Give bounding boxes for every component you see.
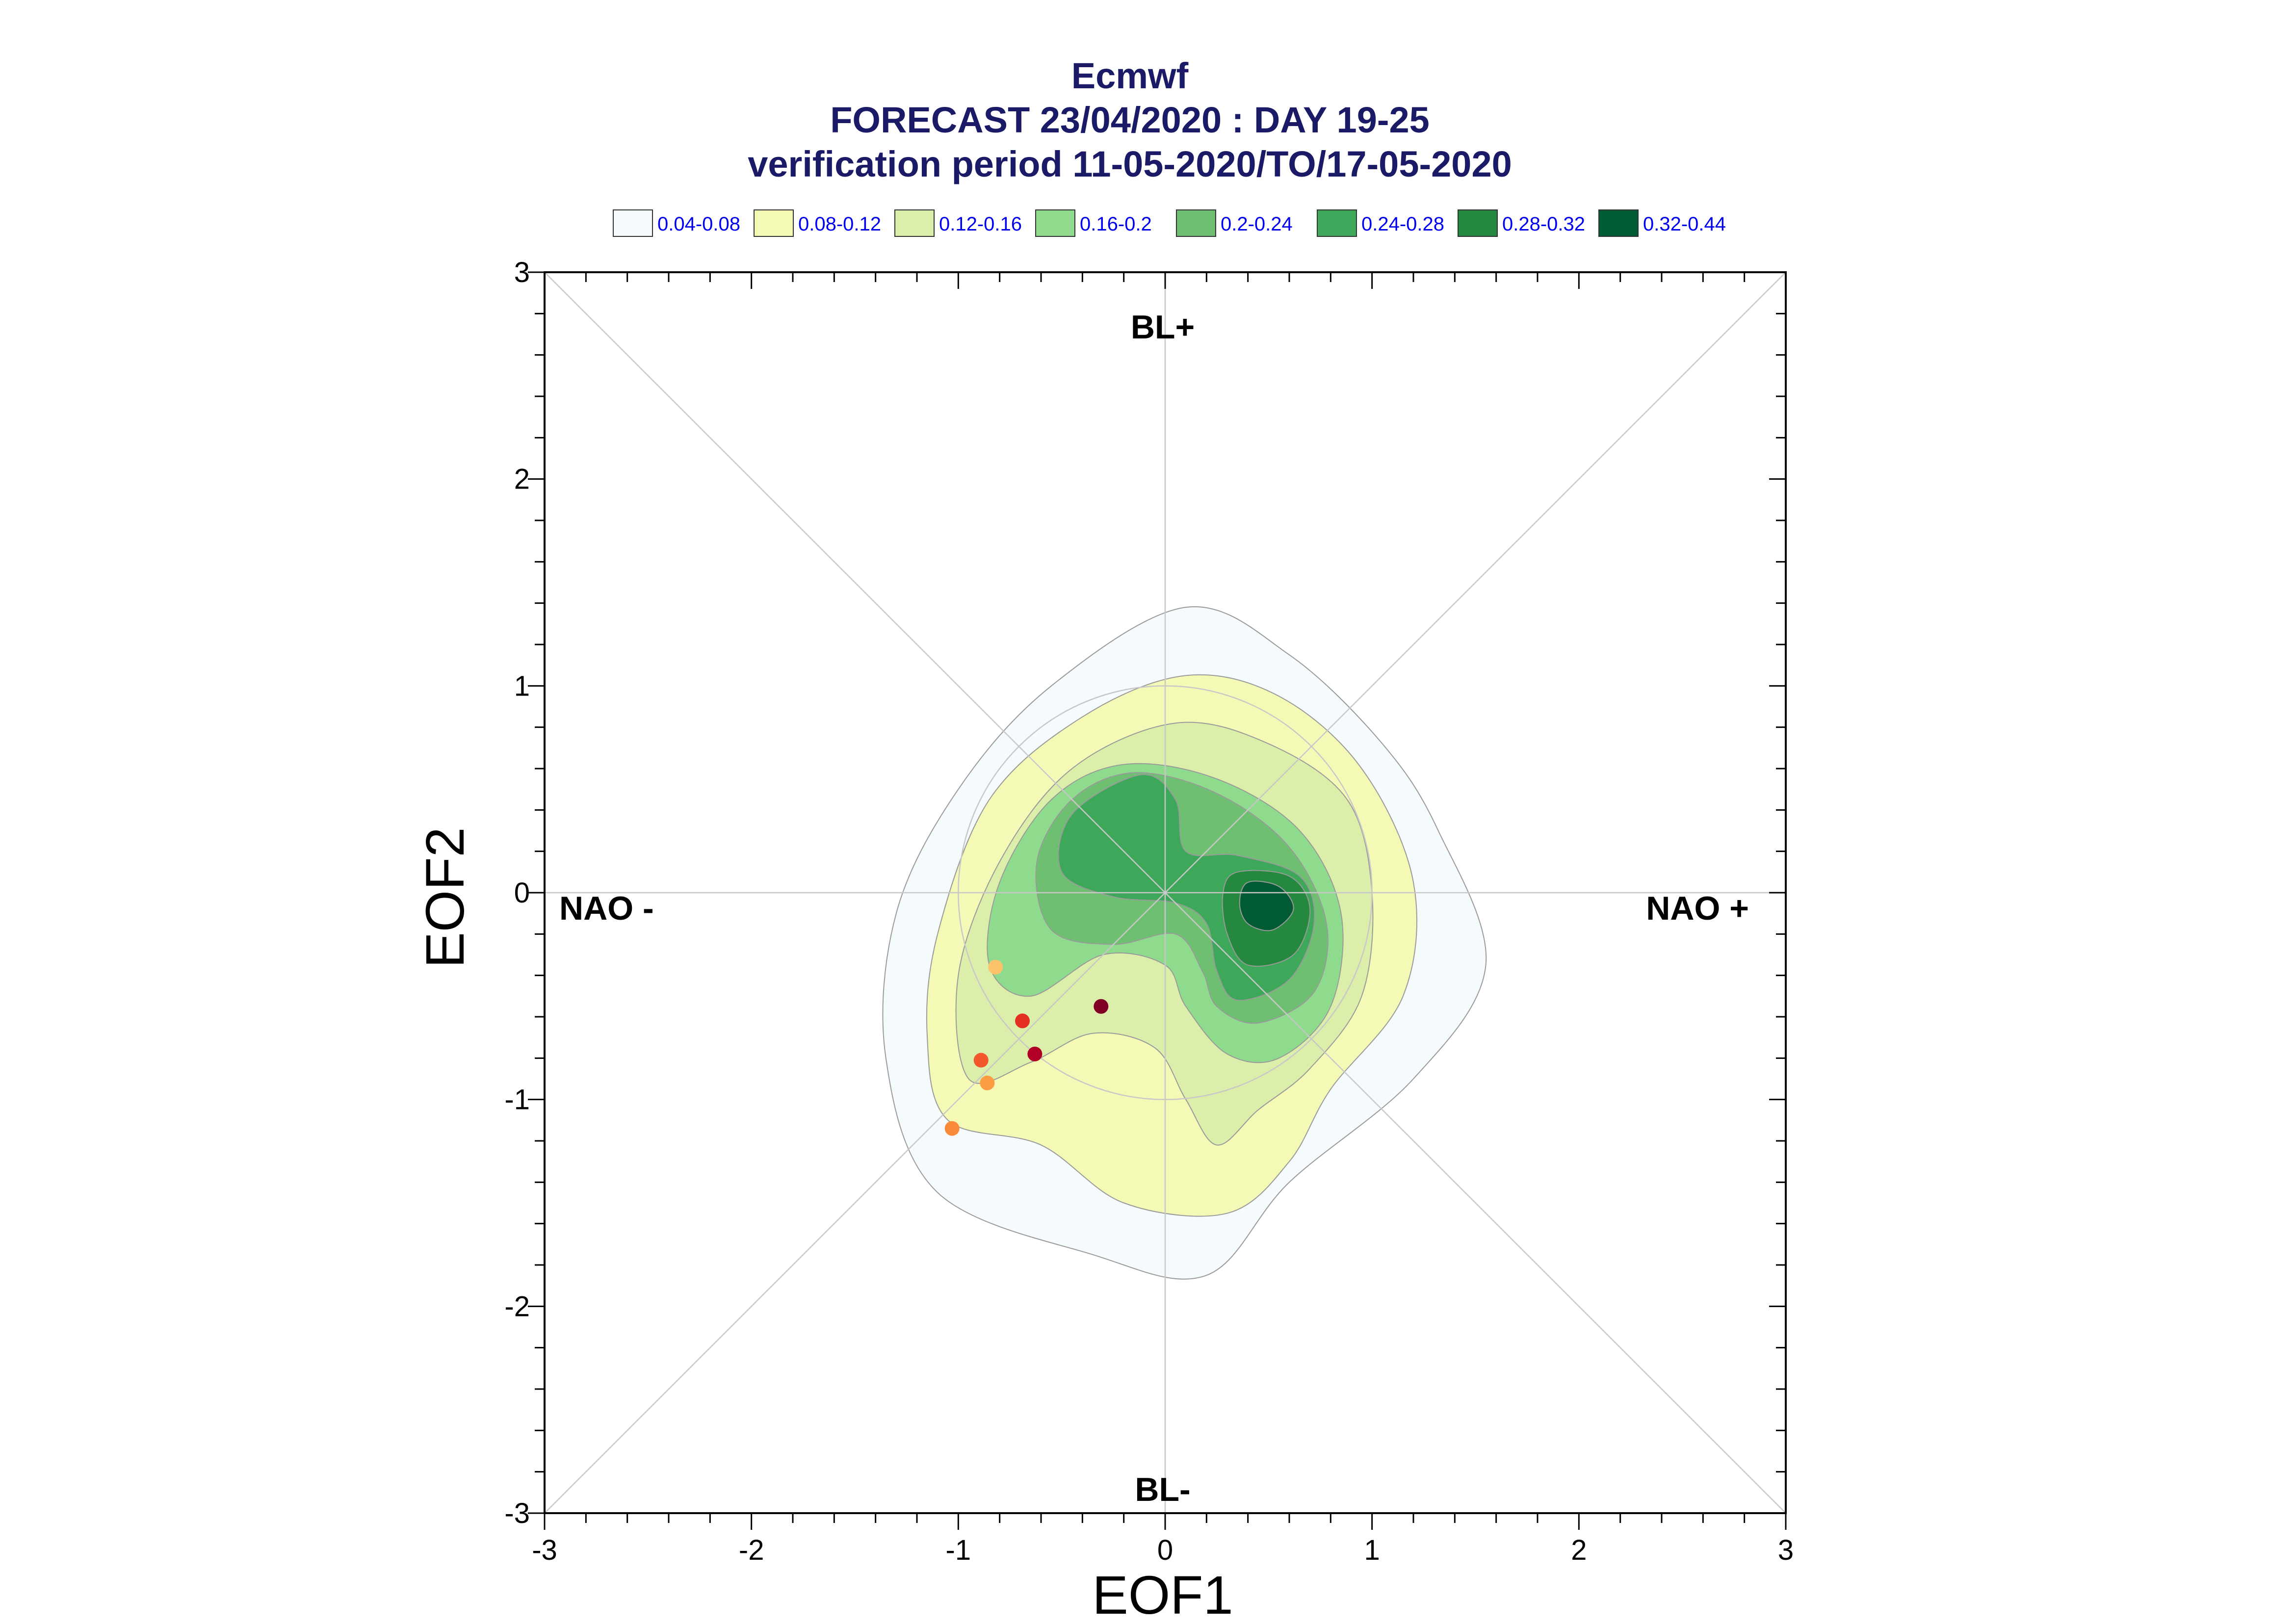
axis-ticks: [528, 271, 1787, 1530]
legend-swatch: [1176, 209, 1216, 237]
y-tick-labels: -3 -2 -1 0 1 2 3: [504, 257, 530, 1529]
forecast-point: [980, 1075, 995, 1090]
regime-label-left: NAO -: [559, 890, 654, 927]
forecast-point: [1094, 999, 1109, 1014]
legend-swatch: [1317, 209, 1357, 237]
y-axis-title: EOF2: [415, 827, 475, 968]
reference-circle: [958, 685, 1373, 1100]
forecast-point: [1027, 1046, 1043, 1061]
x-tick-label: 2: [1571, 1534, 1587, 1566]
legend-label: 0.28-0.32: [1502, 213, 1585, 235]
legend-swatch: [613, 209, 653, 237]
x-tick-label: -3: [532, 1534, 557, 1566]
legend-swatch: [894, 209, 935, 237]
x-tick-label: 3: [1778, 1534, 1794, 1566]
density-contours: [882, 606, 1487, 1280]
forecast-point: [944, 1121, 960, 1136]
y-tick-label: -3: [504, 1497, 530, 1529]
chart-title-block: Ecmwf FORECAST 23/04/2020 : DAY 19-25 ve…: [748, 55, 1512, 184]
regime-label-right: NAO +: [1646, 890, 1749, 927]
y-tick-label: 3: [514, 257, 530, 288]
legend-swatch: [754, 209, 794, 237]
y-tick-label: 2: [514, 464, 530, 495]
regime-label-bottom: BL-: [1135, 1471, 1190, 1508]
y-tick-label: -2: [504, 1290, 530, 1322]
regime-label-top: BL+: [1131, 309, 1195, 346]
density-contour: [1239, 880, 1294, 931]
x-tick-labels: -3 -2 -1 0 1 2 3: [532, 1534, 1794, 1566]
forecast-point: [988, 959, 1003, 975]
legend-label: 0.2-0.24: [1221, 213, 1293, 235]
legend-label: 0.12-0.16: [939, 213, 1022, 235]
legend-swatch: [1598, 209, 1639, 237]
legend-swatch: [1458, 209, 1498, 237]
forecast-point: [1015, 1013, 1030, 1029]
chart-title: Ecmwf: [1071, 55, 1189, 96]
legend-label: 0.08-0.12: [798, 213, 881, 235]
legend-label: 0.32-0.44: [1643, 213, 1726, 235]
chart-subtitle-verification: verification period 11-05-2020/TO/17-05-…: [748, 144, 1512, 184]
y-tick-label: 1: [514, 670, 530, 702]
legend-swatch: [1035, 209, 1075, 237]
legend-label: 0.16-0.2: [1080, 213, 1152, 235]
x-tick-label: 1: [1364, 1534, 1380, 1566]
legend-label: 0.04-0.08: [657, 213, 740, 235]
chart-subtitle-forecast: FORECAST 23/04/2020 : DAY 19-25: [830, 100, 1430, 140]
x-tick-label: -2: [739, 1534, 764, 1566]
plot-area: [528, 271, 1787, 1530]
y-tick-label: -1: [504, 1084, 530, 1116]
forecast-point: [973, 1053, 989, 1068]
x-axis-title: EOF1: [1092, 1565, 1233, 1624]
legend: 0.04-0.08 0.08-0.12 0.12-0.16 0.16-0.2 0.2-0…: [613, 209, 1726, 237]
x-tick-label: 0: [1157, 1534, 1173, 1566]
y-tick-label: 0: [514, 877, 530, 909]
forecast-points: [944, 959, 1109, 1136]
legend-label: 0.24-0.28: [1361, 213, 1444, 235]
x-tick-label: -1: [946, 1534, 971, 1566]
guide-lines: [544, 272, 1786, 1514]
